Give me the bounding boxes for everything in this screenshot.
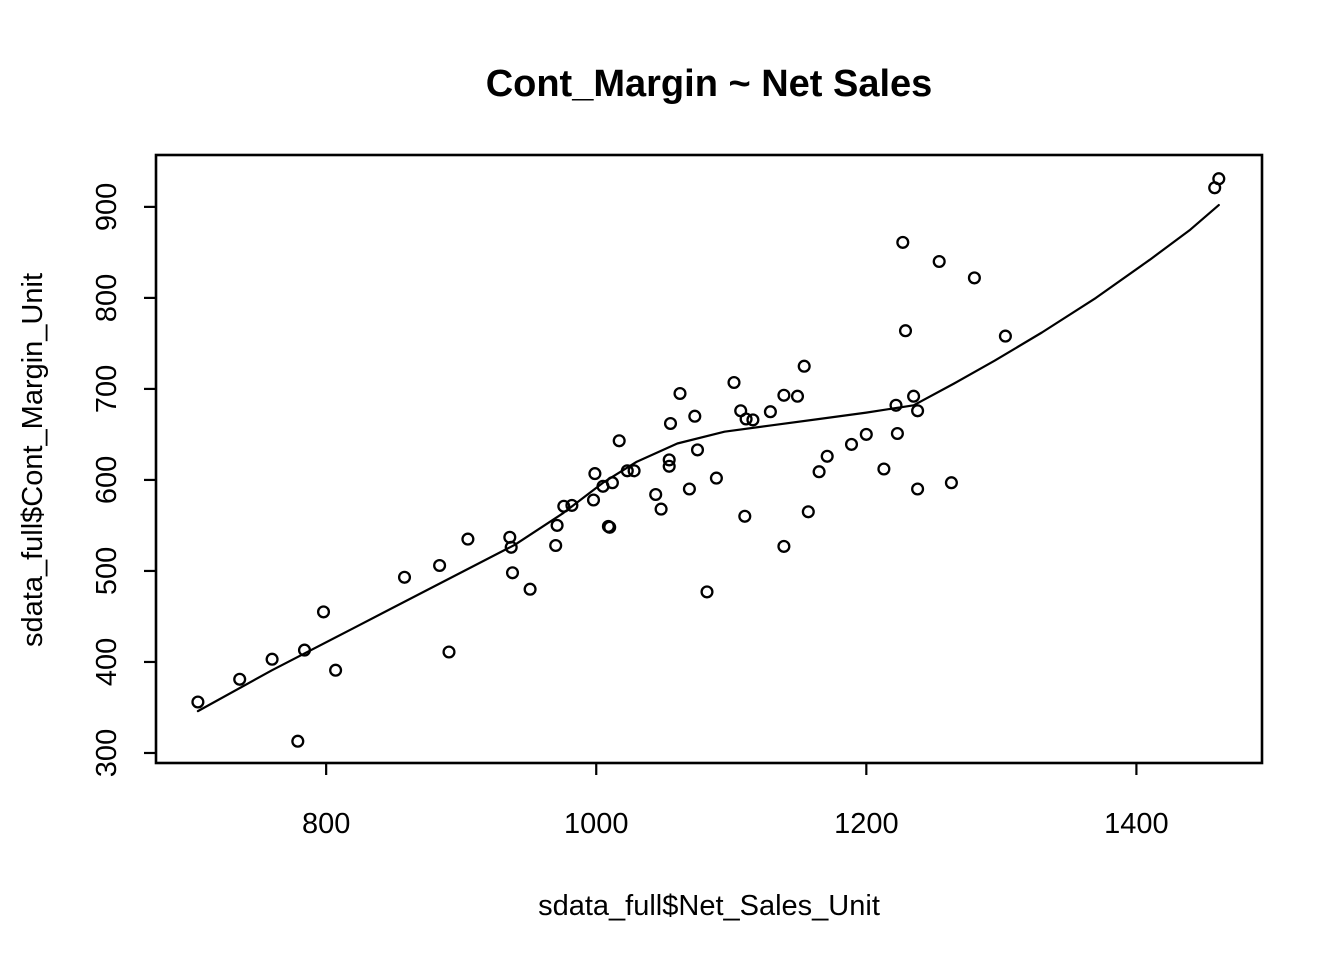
x-tick-label: 1200 [834, 808, 899, 840]
data-point-marker [433, 558, 447, 573]
data-point-marker [265, 652, 279, 666]
data-point-marker [820, 449, 834, 463]
data-point-marker [859, 427, 873, 441]
data-point-marker [898, 324, 913, 338]
data-point-marker [889, 398, 903, 412]
data-point-marker [397, 570, 412, 584]
data-point-marker [746, 413, 760, 427]
data-point-marker [844, 437, 859, 451]
data-point-marker [739, 412, 753, 426]
y-tick-label: 800 [91, 274, 123, 322]
chart-title: Cont_Margin ~ Net Sales [486, 63, 933, 105]
y-tick-label: 600 [91, 456, 123, 504]
data-point-marker [461, 532, 475, 546]
data-point-marker [565, 498, 579, 512]
y-axis-label: sdata_full$Cont_Margin_Unit [17, 273, 49, 647]
y-tick-label: 300 [91, 729, 123, 777]
data-point-marker [709, 471, 723, 485]
data-point-marker [738, 509, 752, 523]
data-point-marker [998, 329, 1012, 343]
data-point-marker [777, 539, 791, 553]
data-point-marker [911, 482, 925, 496]
data-point-marker [291, 734, 305, 748]
y-tick-label: 900 [91, 183, 123, 231]
data-point-marker [662, 453, 676, 467]
data-point-marker [777, 388, 791, 402]
y-tick-label: 700 [91, 365, 123, 413]
y-tick-label: 400 [91, 638, 123, 686]
data-point-marker [603, 520, 617, 534]
data-point-marker [233, 672, 247, 686]
data-point-marker [896, 235, 910, 249]
data-point-marker [191, 695, 205, 709]
data-point-marker [812, 465, 826, 479]
x-tick-label: 1400 [1104, 808, 1169, 840]
data-point-marker [797, 359, 811, 373]
data-point-marker [504, 540, 518, 554]
data-point-marker [801, 505, 815, 519]
data-point-marker [682, 482, 696, 496]
x-tick-label: 1000 [564, 808, 629, 840]
data-point-marker [662, 459, 676, 473]
data-point-marker [877, 462, 891, 476]
data-point-marker [505, 566, 520, 580]
data-point-marker [911, 404, 925, 418]
plot-box [154, 153, 1264, 765]
data-point-marker [663, 416, 678, 431]
data-point-marker [944, 476, 958, 490]
x-axis-label: sdata_full$Net_Sales_Unit [538, 890, 880, 922]
data-point-marker [649, 487, 663, 502]
data-point-marker [442, 645, 456, 659]
data-point-marker [967, 271, 981, 285]
data-point-marker [329, 663, 343, 677]
y-axis-ticks: 300 400 500 600 700 800 900 [91, 183, 156, 777]
data-point-marker [700, 585, 714, 599]
data-point-marker [612, 434, 626, 448]
lowess-curve [196, 204, 1220, 713]
data-point-marker [890, 426, 904, 441]
data-point-marker [763, 405, 777, 419]
data-point-marker [316, 605, 331, 619]
data-point-marker [932, 254, 946, 269]
data-point-marker [690, 443, 705, 457]
data-point-marker [586, 493, 601, 507]
x-axis-ticks: 800 1000 1200 1400 [302, 763, 1169, 840]
data-point-marker [673, 386, 687, 401]
data-point-marker [550, 518, 564, 532]
data-point-marker [627, 464, 641, 478]
data-point-marker [790, 389, 805, 403]
data-point-marker [523, 582, 537, 596]
data-point-marker [727, 375, 741, 390]
data-point-marker [654, 502, 668, 516]
data-point-marker [688, 409, 702, 423]
data-point-marker [907, 389, 921, 403]
data-point-marker [588, 467, 602, 481]
data-point-marker [1212, 172, 1226, 186]
x-tick-label: 800 [302, 808, 350, 840]
data-point-marker [549, 538, 563, 553]
data-points [191, 172, 1226, 748]
y-tick-label: 500 [91, 547, 123, 595]
